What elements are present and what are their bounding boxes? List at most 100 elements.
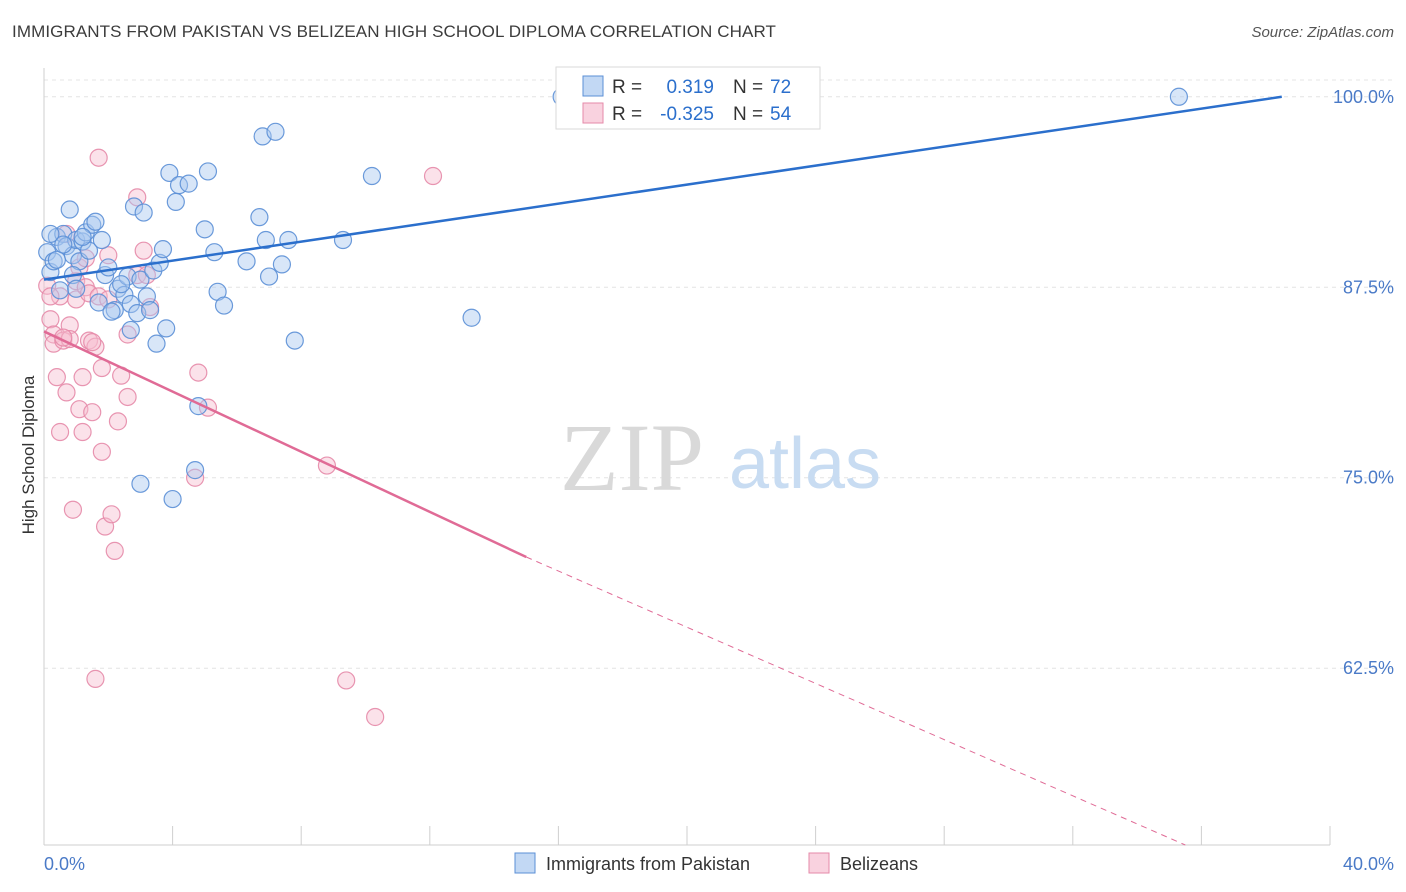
bottom-legend: Immigrants from Pakistan Belizeans <box>514 852 918 874</box>
data-point <box>147 334 166 353</box>
data-point <box>83 215 102 234</box>
data-point <box>92 230 111 250</box>
data-point <box>462 308 481 327</box>
data-point <box>41 287 60 306</box>
bottom-legend-swatch-blue <box>514 852 536 874</box>
data-point <box>102 505 121 524</box>
data-point <box>160 163 179 183</box>
data-point <box>47 368 66 387</box>
data-point <box>266 122 285 141</box>
watermark-atlas: atlas <box>729 424 881 504</box>
data-point <box>89 148 108 167</box>
data-point <box>179 174 198 193</box>
legend-n-value-1: 72 <box>770 77 791 98</box>
data-point <box>285 331 304 350</box>
data-point <box>366 707 385 727</box>
data-point <box>137 287 156 306</box>
data-point <box>140 301 160 320</box>
data-point <box>50 281 70 300</box>
data-point <box>50 422 70 442</box>
data-point <box>163 489 182 509</box>
data-point <box>47 250 66 269</box>
data-point <box>250 208 269 227</box>
data-point <box>362 166 382 186</box>
legend-r-value-1: 0.319 <box>666 77 714 98</box>
x-axis-ticks <box>172 826 1331 845</box>
data-point <box>57 383 76 402</box>
data-point <box>121 294 140 314</box>
data-point <box>63 500 83 519</box>
chart-source: Source: ZipAtlas.com <box>1251 24 1394 41</box>
data-point <box>337 671 356 690</box>
data-point <box>41 224 60 244</box>
pakistan-trend-line <box>43 95 1282 281</box>
data-point <box>279 230 298 250</box>
data-point <box>108 412 128 431</box>
data-point <box>86 669 105 688</box>
data-point <box>102 302 121 321</box>
data-point <box>83 403 102 422</box>
data-point <box>131 474 150 493</box>
data-point <box>198 162 218 181</box>
data-point <box>237 252 256 271</box>
bottom-legend-label-belizeans: Belizeans <box>840 854 918 874</box>
y-tick-label: 62.5% <box>1343 658 1394 678</box>
data-point <box>272 255 292 274</box>
data-point <box>73 422 92 442</box>
legend-r-label-1: R = <box>612 77 642 98</box>
data-point <box>60 200 79 219</box>
data-point <box>214 296 234 315</box>
grid-lines <box>44 79 1392 669</box>
data-point <box>73 368 92 387</box>
data-point <box>153 240 173 259</box>
top-legend: R = 0.319 N = 72 R = -0.325 N = 54 <box>555 66 821 130</box>
y-tick-label: 100.0% <box>1333 87 1394 107</box>
data-point <box>157 319 176 338</box>
data-point <box>67 279 86 298</box>
legend-n-value-2: 54 <box>770 104 792 125</box>
watermark: ZIP atlas <box>560 404 881 511</box>
data-point <box>54 235 73 254</box>
legend-r-label-2: R = <box>612 104 642 125</box>
data-point <box>118 387 137 407</box>
data-point <box>144 261 163 280</box>
data-point <box>166 192 185 212</box>
data-point <box>134 203 153 222</box>
data-point <box>83 333 102 352</box>
data-point <box>259 267 279 286</box>
data-point <box>256 230 275 250</box>
pakistan-points <box>38 87 1188 509</box>
data-point <box>134 241 153 260</box>
data-point <box>38 243 57 262</box>
watermark-zip: ZIP <box>560 404 704 511</box>
y-tick-label: 87.5% <box>1343 277 1394 297</box>
data-point <box>186 468 205 487</box>
data-point <box>205 243 224 262</box>
y-tick-label: 75.0% <box>1343 468 1394 488</box>
legend-n-label-1: N = <box>733 77 763 98</box>
data-point <box>112 275 131 294</box>
data-point <box>99 258 118 277</box>
data-point <box>189 363 208 382</box>
data-point <box>89 293 108 312</box>
data-point <box>131 270 150 289</box>
data-point <box>423 166 443 186</box>
data-point <box>105 541 124 560</box>
data-point <box>86 212 105 231</box>
legend-n-label-2: N = <box>733 104 763 125</box>
x-tick-label-right: 40.0% <box>1343 854 1394 874</box>
legend-swatch-blue <box>582 75 604 97</box>
data-point <box>115 285 134 304</box>
data-point <box>121 320 140 340</box>
data-point <box>186 461 205 480</box>
bottom-legend-label-pakistan: Immigrants from Pakistan <box>546 854 750 874</box>
data-point <box>73 227 92 247</box>
y-axis-title: High School Diploma <box>19 375 38 534</box>
data-point <box>195 220 214 239</box>
legend-r-value-2: -0.325 <box>660 104 714 125</box>
x-tick-label-left: 0.0% <box>44 854 85 874</box>
chart-title: IMMIGRANTS FROM PAKISTAN VS BELIZEAN HIG… <box>12 22 777 41</box>
legend-swatch-pink <box>582 102 604 124</box>
data-point <box>124 197 144 216</box>
